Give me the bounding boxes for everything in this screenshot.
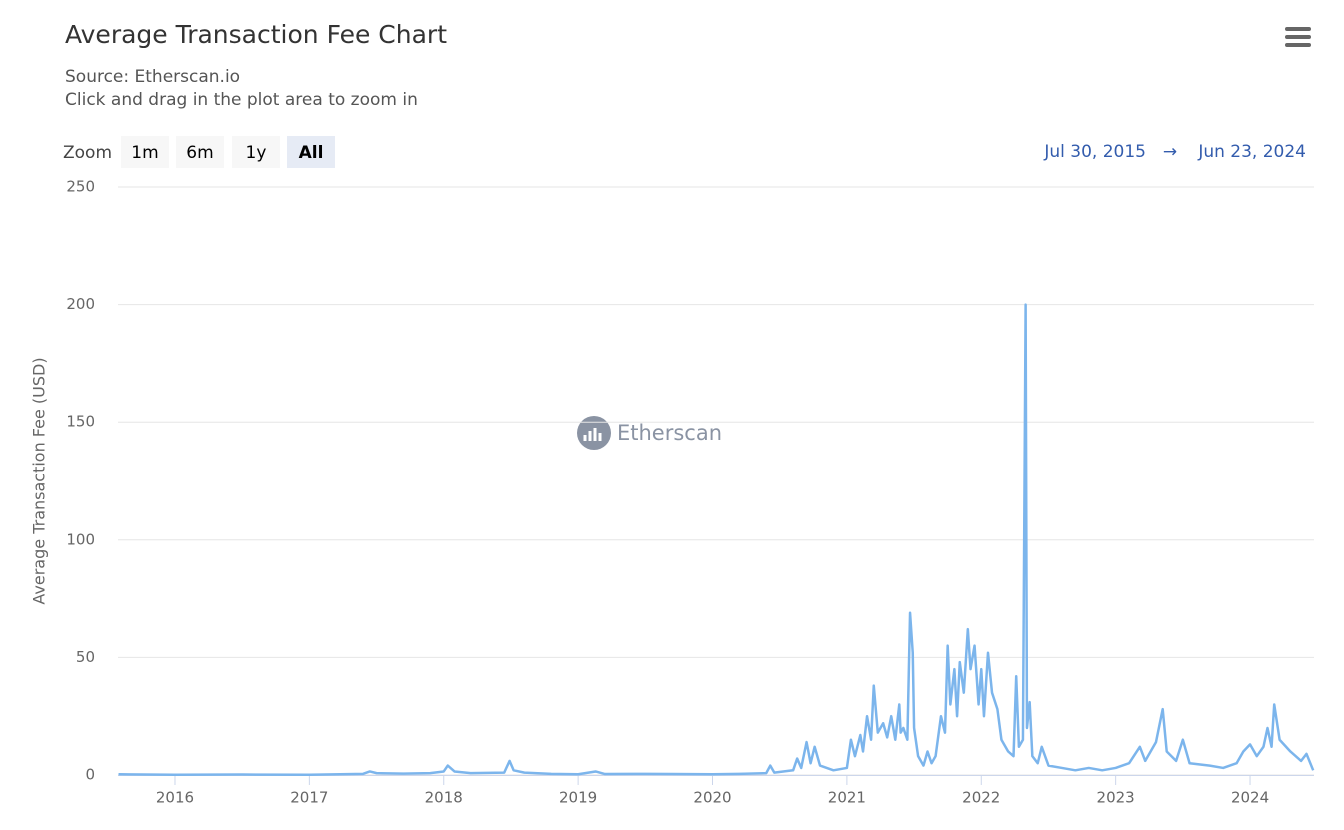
x-tick-label: 2019: [559, 789, 597, 807]
watermark-logo-bars: [583, 428, 602, 441]
y-tick-label: 0: [85, 766, 95, 784]
chart-title: Average Transaction Fee Chart: [65, 20, 447, 49]
chart-subtitle: Source: Etherscan.io: [65, 67, 240, 87]
menu-icon-bar: [1285, 35, 1311, 39]
x-tick-label: 2017: [290, 789, 328, 807]
zoom-button-bg[interactable]: [121, 136, 169, 168]
x-tick-label: 2016: [156, 789, 194, 807]
zoom-button-bg[interactable]: [176, 136, 224, 168]
range-to[interactable]: Jun 23, 2024: [1197, 142, 1306, 162]
range-from[interactable]: Jul 30, 2015: [1043, 142, 1146, 162]
zoom-button[interactable]: 6m: [176, 136, 224, 168]
menu-icon-bar: [1285, 27, 1311, 31]
chart-subtitle: Click and drag in the plot area to zoom …: [65, 90, 418, 110]
y-tick-label: 250: [66, 178, 95, 196]
x-tick-label: 2024: [1231, 789, 1269, 807]
watermark-text: Etherscan: [617, 421, 722, 445]
zoom-button-label[interactable]: 6m: [186, 143, 213, 163]
zoom-button[interactable]: 1m: [121, 136, 169, 168]
zoom-button-label[interactable]: 1y: [246, 143, 267, 163]
menu-button[interactable]: [1282, 22, 1314, 50]
zoom-button-bg[interactable]: [232, 136, 280, 168]
y-tick-label: 100: [66, 530, 95, 548]
y-tick-label: 50: [76, 648, 95, 666]
x-tick-label: 2021: [828, 789, 866, 807]
x-tick-label: 2023: [1097, 789, 1135, 807]
x-tick-label: 2018: [425, 789, 463, 807]
zoom-button-label[interactable]: 1m: [131, 143, 158, 163]
y-tick-label: 150: [66, 413, 95, 431]
y-tick-label: 200: [66, 295, 95, 313]
zoom-button-bg[interactable]: [287, 136, 335, 168]
zoom-button[interactable]: 1y: [232, 136, 280, 168]
watermark: Etherscan: [577, 416, 722, 450]
y-axis-title: Average Transaction Fee (USD): [30, 357, 49, 604]
x-tick-label: 2020: [693, 789, 731, 807]
zoom-button-label[interactable]: All: [299, 143, 324, 163]
zoom-label: Zoom: [63, 143, 112, 163]
x-tick-label: 2022: [962, 789, 1000, 807]
series-line: [118, 303, 1315, 777]
zoom-button[interactable]: All: [287, 136, 335, 168]
menu-icon-bar: [1285, 43, 1311, 47]
range-arrow: →: [1163, 142, 1177, 162]
